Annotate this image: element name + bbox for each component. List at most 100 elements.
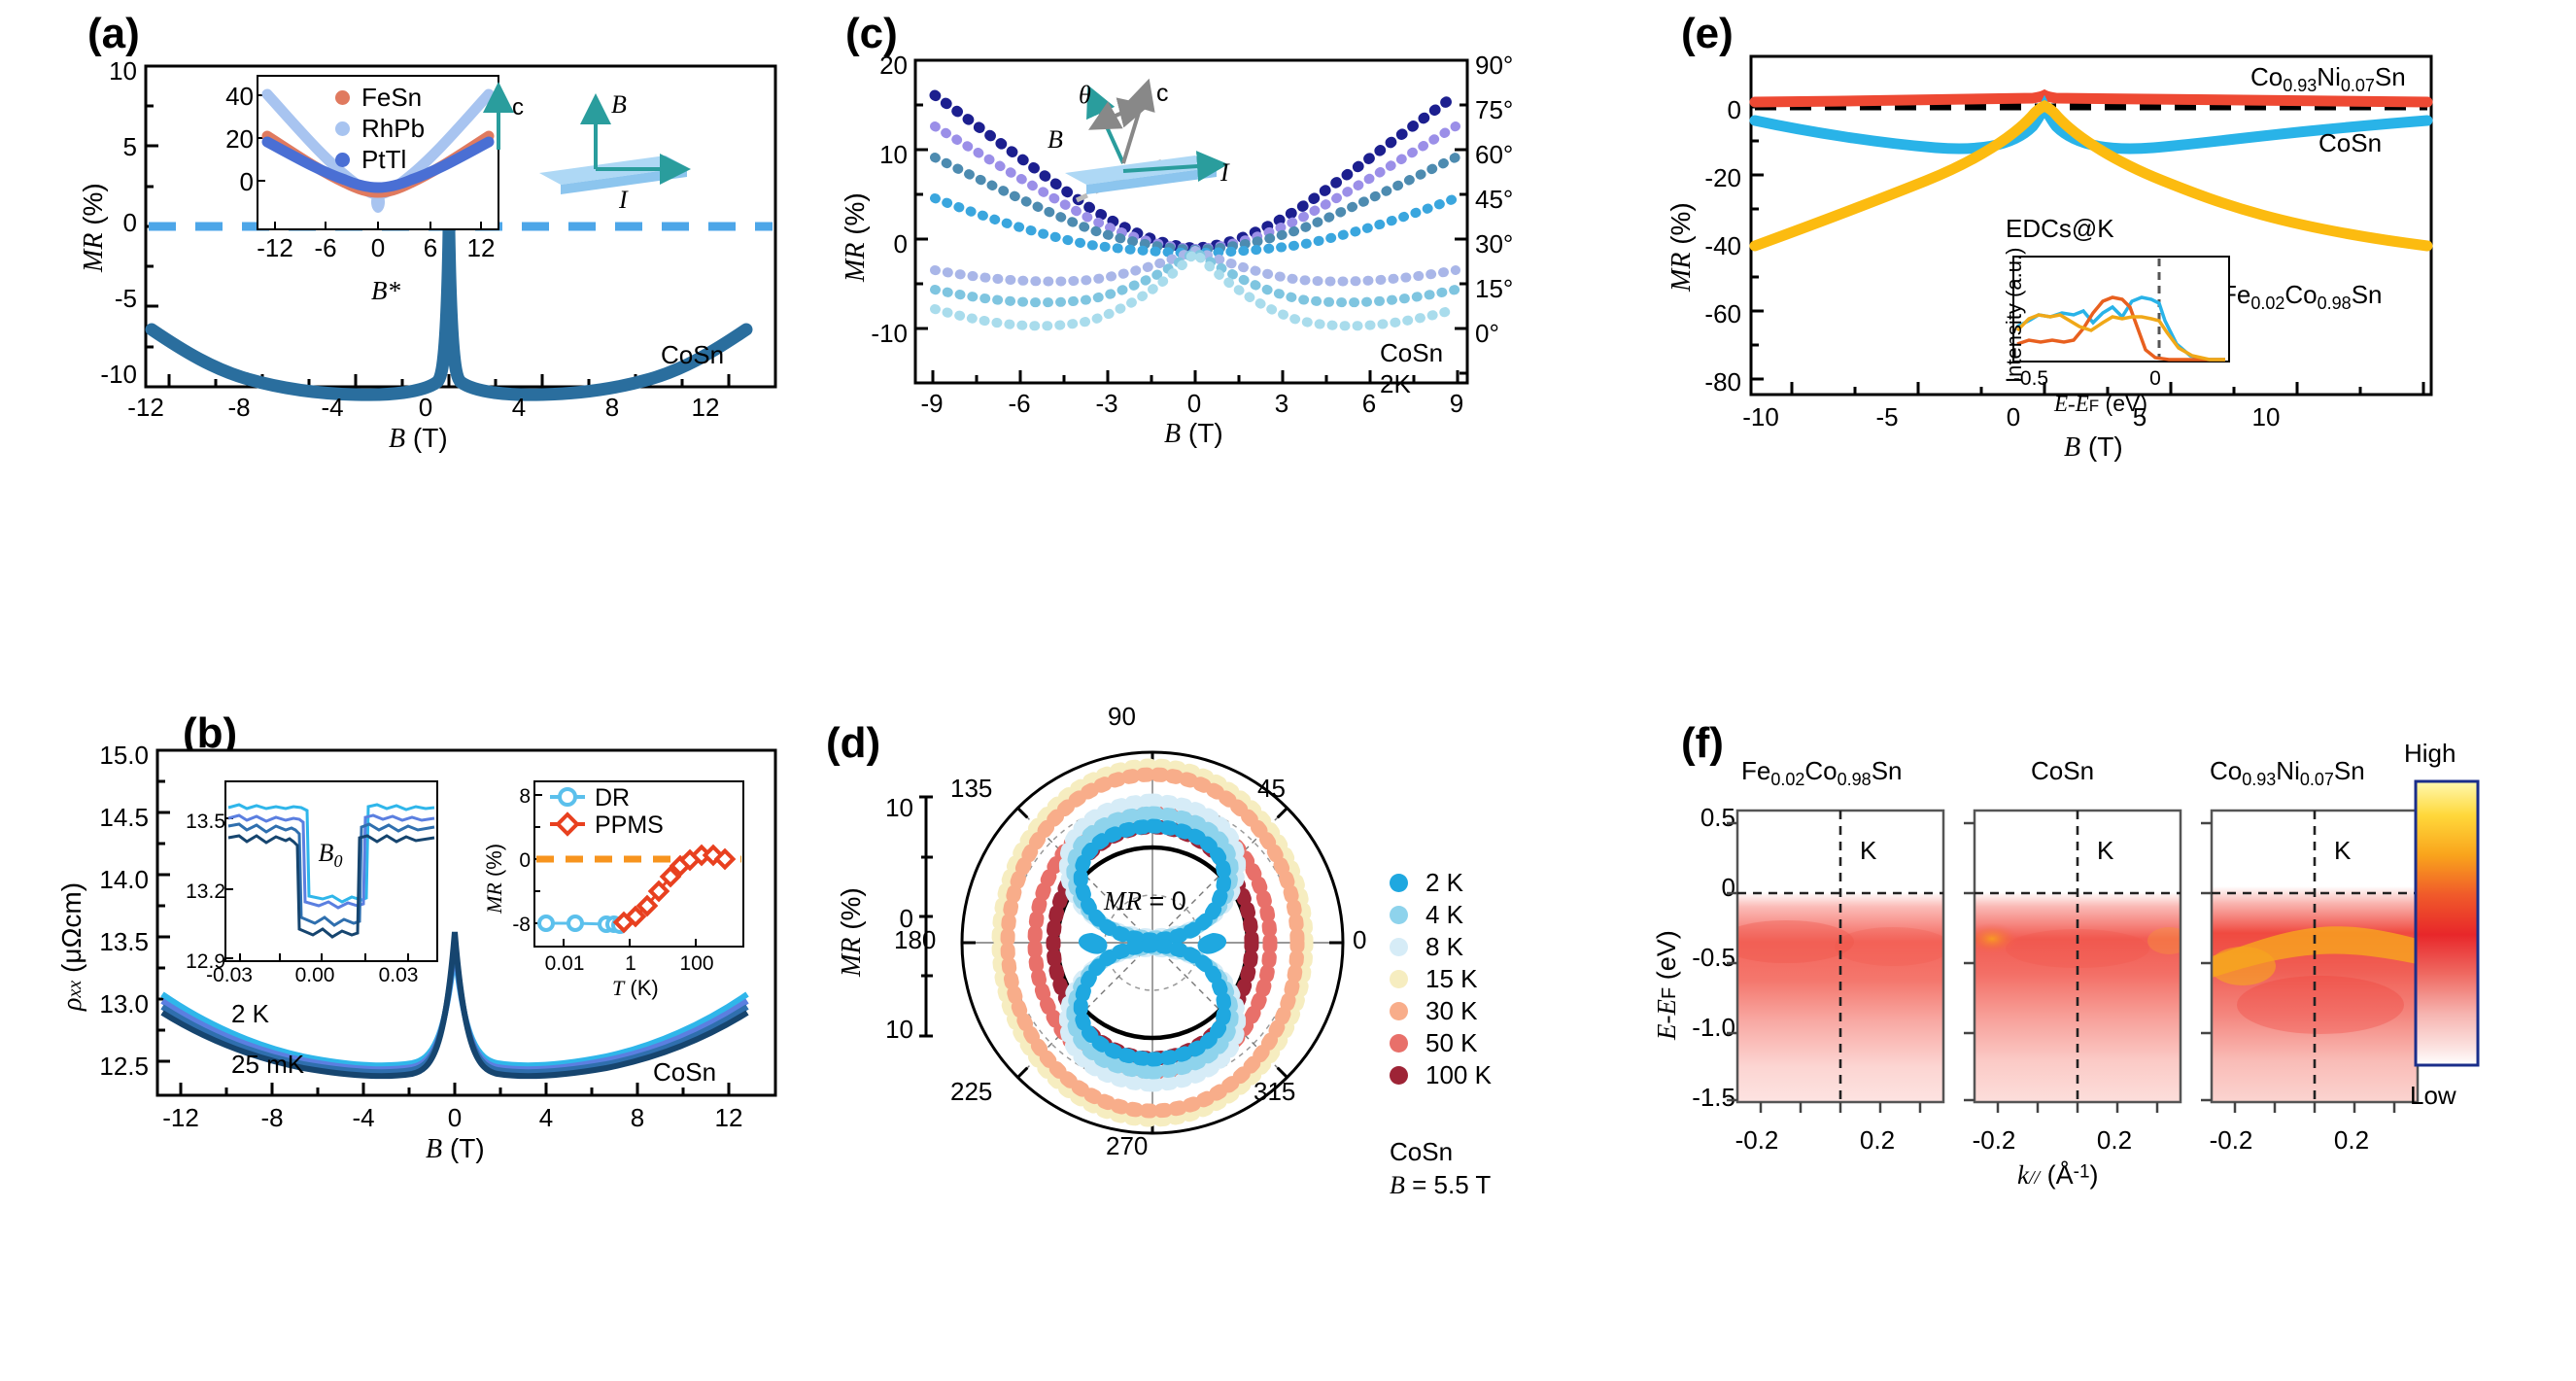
panel-b-inset-right-legend-dr: DR bbox=[595, 784, 630, 811]
panel-a-xtick-4: 4 bbox=[511, 393, 527, 422]
panel-e-label-fe: Fe0.02Co0.98Sn bbox=[2221, 280, 2383, 314]
schematic-I-label-c: I bbox=[1219, 158, 1230, 187]
panel-c-temp-label: 2K bbox=[1380, 369, 1411, 398]
panel-e-curve-ni bbox=[1749, 88, 2433, 108]
panel-d-legend: 2 K 4 K 8 K 15 K 30 K 50 K 100 K bbox=[1390, 867, 1492, 1091]
panel-f-map-2 bbox=[2212, 811, 2418, 1102]
panel-a-ytick-4: -10 bbox=[100, 360, 137, 389]
panel-e-inset-xtick-0: -0.5 bbox=[2012, 367, 2049, 390]
panel-a-inset-ytick-2: 0 bbox=[239, 167, 254, 196]
panel-c-xtick-5: 6 bbox=[1361, 389, 1377, 418]
legend-label-50k: 50 K bbox=[1425, 1028, 1478, 1057]
schematic-theta-label: θ bbox=[1079, 81, 1091, 109]
legend-item-fesn: FeSn bbox=[335, 82, 425, 113]
panel-a-inset-xtick-3: 6 bbox=[423, 233, 438, 262]
legend-item-pttl: PtTl bbox=[335, 144, 425, 175]
panel-b-ytick-0: 15.0 bbox=[99, 741, 149, 770]
legend-dot-icon bbox=[1390, 970, 1408, 988]
panel-f-ytick-2: -0.5 bbox=[1692, 943, 1735, 972]
panel-f-map-2-k-label: K bbox=[2334, 836, 2352, 865]
panel-d-angle-90: 90 bbox=[1108, 702, 1136, 731]
panel-b-xtick-0: -12 bbox=[162, 1103, 199, 1132]
panel-d-rtick-0: 10 bbox=[885, 793, 913, 822]
panel-a-inset-xtick-2: 0 bbox=[370, 233, 386, 262]
panel-a-xlabel: B (T) bbox=[389, 423, 448, 454]
panel-f-xlabel: k// (Å-1) bbox=[2017, 1160, 2099, 1190]
panel-f-colorbar-gradient bbox=[2414, 779, 2480, 1067]
panel-b-inset-right-ytick-2: -8 bbox=[512, 914, 531, 936]
panel-b-ytick-5: 12.5 bbox=[99, 1052, 149, 1081]
panel-e-curve-fe bbox=[1749, 99, 2433, 252]
panel-b-xtick-6: 12 bbox=[714, 1103, 743, 1132]
schematic-c-axis-label: c bbox=[1156, 80, 1169, 107]
panel-b-inset-left-plot: B0 bbox=[224, 780, 438, 962]
panel-b-inset-right: DR PPMS 8 0 -8 MR (%) 0.01 1 100 T (K) bbox=[476, 768, 787, 1000]
panel-d-field-label: B = 5.5 T bbox=[1390, 1170, 1492, 1199]
panel-d-angle-0: 0 bbox=[1353, 925, 1367, 954]
panel-c-curve-30 bbox=[930, 245, 1460, 287]
legend-label-2k: 2 K bbox=[1425, 868, 1464, 897]
legend-item-2k: 2 K bbox=[1390, 867, 1492, 899]
panel-c-right-tick-5: 15° bbox=[1475, 274, 1514, 303]
panel-b-ytick-1: 14.5 bbox=[99, 803, 149, 832]
panel-a-ytick-0: 10 bbox=[109, 56, 137, 86]
panel-b-inset-right-ytick-1: 0 bbox=[519, 849, 531, 872]
panel-a-xtick-5: 8 bbox=[604, 393, 620, 422]
panel-f-map-0-k-label: K bbox=[1860, 836, 1877, 865]
panel-c-xtick-4: 3 bbox=[1274, 389, 1289, 418]
legend-dot-icon bbox=[335, 89, 350, 105]
panel-a-xtick-0: -12 bbox=[127, 393, 164, 422]
panel-a-ytick-2: 0 bbox=[122, 208, 137, 237]
panel-b-xtick-4: 4 bbox=[538, 1103, 554, 1132]
panel-b-inset-left-ytick-1: 13.2 bbox=[186, 880, 225, 903]
panel-b-inset-left-curve-3 bbox=[227, 822, 435, 927]
panel-e-xtick-4: 10 bbox=[2251, 402, 2281, 432]
schematic-sample-side-c bbox=[1086, 167, 1217, 194]
legend-item-rhpb: RhPb bbox=[335, 113, 425, 144]
panel-c-right-tick-6: 0° bbox=[1475, 319, 1499, 348]
panel-f-colorbar-high-label: High bbox=[2404, 739, 2456, 768]
panel-b-inset-right-ylabel: MR (%) bbox=[482, 843, 506, 914]
panel-b-xtick-2: -4 bbox=[352, 1103, 375, 1132]
legend-label-fesn: FeSn bbox=[361, 82, 423, 112]
panel-e-inset-xtick-1: 0 bbox=[2149, 367, 2161, 390]
panel-c-right-tick-2: 60° bbox=[1475, 140, 1514, 169]
schematic-B-label-c: B bbox=[1048, 125, 1063, 154]
panel-a-inset-xtick-4: 12 bbox=[466, 233, 496, 262]
panel-e-xtick-3: 5 bbox=[2132, 402, 2147, 432]
panel-d-angle-270: 270 bbox=[1106, 1131, 1149, 1160]
polar-2k-lobe-right bbox=[1197, 933, 1227, 954]
panel-b-inset-right-ytick-0: 8 bbox=[519, 785, 531, 808]
panel-a-xtick-1: -8 bbox=[227, 393, 251, 422]
panel-f-colorbar-low-label: Low bbox=[2410, 1081, 2456, 1110]
panel-a-inset: 40 20 0 -12 -6 0 6 12 FeSn RhPb PtTl bbox=[209, 58, 510, 262]
panel-a-inset-curve-pttl bbox=[261, 136, 495, 193]
panel-a-schematic: c B I bbox=[483, 82, 691, 214]
panel-e-ylabel: MR (%) bbox=[1666, 202, 1697, 292]
panel-b-xtick-3: 0 bbox=[447, 1103, 463, 1132]
panel-b-inset-left-ytick-0: 13.5 bbox=[186, 811, 225, 833]
legend-label-15k: 15 K bbox=[1425, 964, 1478, 993]
panel-f-ytick-3: -1.0 bbox=[1692, 1013, 1735, 1042]
legend-item-50k: 50 K bbox=[1390, 1027, 1492, 1059]
panel-a-bstar-annotation: B* bbox=[371, 276, 400, 305]
panel-b-inset-left-xtick-0: -0.03 bbox=[206, 964, 253, 986]
panel-e-xtick-1: -5 bbox=[1875, 402, 1899, 432]
panel-e-inset-curve-fe bbox=[2016, 295, 2225, 362]
panel-f-map-2-xtick-1: 0.2 bbox=[2333, 1125, 2370, 1155]
panel-f-map-0-xtick-1: 0.2 bbox=[1859, 1125, 1896, 1155]
legend-dot-icon bbox=[1390, 1002, 1408, 1020]
panel-b-inset-left-ytick-2: 12.9 bbox=[186, 950, 225, 973]
schematic-c-B-arrow bbox=[1086, 85, 1125, 164]
panel-b-inset-right-xtick-2: 100 bbox=[679, 952, 714, 975]
panel-b-inset-left-xtick-2: 0.03 bbox=[378, 964, 419, 986]
panel-d: (d) 10 0 10 MR (%) bbox=[826, 702, 1603, 1199]
panel-b-inset-right-xtick-0: 0.01 bbox=[544, 952, 585, 975]
panel-a-xtick-3: 0 bbox=[418, 393, 433, 422]
panel-c-xlabel: B (T) bbox=[1164, 418, 1223, 449]
schematic-sample-side bbox=[561, 167, 687, 194]
legend-item-30k: 30 K bbox=[1390, 995, 1492, 1027]
panel-f-map-title-2: Co0.93Ni0.07Sn bbox=[2210, 756, 2365, 790]
panel-f: (f) 0.5 0 -0.5 -1.0 -1.5 E-EF (eV) Fe0.0… bbox=[1652, 719, 2497, 1190]
legend-item-100k: 100 K bbox=[1390, 1059, 1492, 1091]
